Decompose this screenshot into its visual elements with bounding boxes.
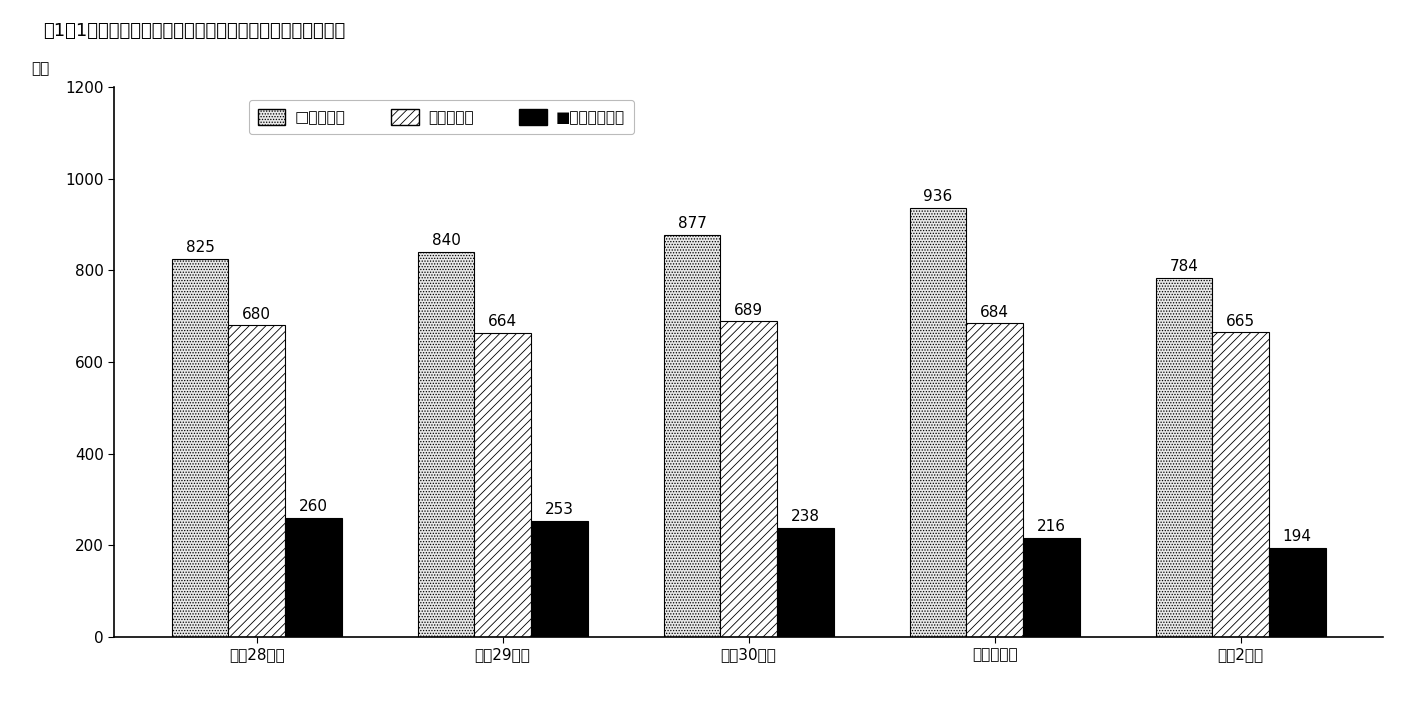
Text: （件: （件 — [31, 61, 50, 76]
Bar — [720, 321, 777, 637]
Bar — [228, 325, 285, 637]
Text: 825: 825 — [185, 240, 214, 255]
Text: 840: 840 — [432, 233, 461, 248]
Bar — [777, 528, 834, 637]
Text: 図1－1　脳・心臓疾患の請求、決定及び支給決定件数の推移: 図1－1 脳・心臓疾患の請求、決定及び支給決定件数の推移 — [43, 22, 345, 40]
Text: 877: 877 — [677, 216, 706, 232]
Bar — [1156, 277, 1212, 637]
Bar — [663, 235, 720, 637]
Text: 689: 689 — [734, 303, 763, 318]
Bar — [171, 259, 228, 637]
Legend: □請求件数, 図決定件数, ■支給決定件数: □請求件数, 図決定件数, ■支給決定件数 — [248, 100, 635, 135]
Text: 216: 216 — [1037, 519, 1065, 534]
Text: 936: 936 — [924, 189, 953, 204]
Bar — [1212, 332, 1269, 637]
Text: 194: 194 — [1283, 529, 1312, 544]
Bar — [1022, 538, 1079, 637]
Bar — [285, 518, 341, 637]
Text: 664: 664 — [488, 314, 518, 329]
Bar — [1269, 548, 1326, 637]
Text: 260: 260 — [298, 500, 328, 514]
Text: 238: 238 — [791, 509, 820, 524]
Text: 680: 680 — [242, 307, 271, 321]
Text: 684: 684 — [980, 305, 1010, 320]
Bar — [967, 324, 1022, 637]
Text: 784: 784 — [1169, 259, 1198, 274]
Bar — [475, 332, 530, 637]
Text: 253: 253 — [545, 502, 573, 518]
Bar — [418, 252, 475, 637]
Bar — [530, 521, 588, 637]
Bar — [910, 208, 967, 637]
Text: 665: 665 — [1226, 313, 1255, 329]
